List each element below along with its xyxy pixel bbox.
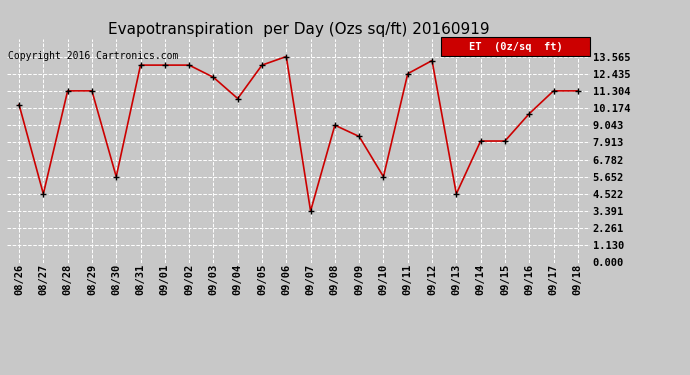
Text: Copyright 2016 Cartronics.com: Copyright 2016 Cartronics.com <box>8 51 179 61</box>
FancyBboxPatch shape <box>442 37 590 56</box>
Title: Evapotranspiration  per Day (Ozs sq/ft) 20160919: Evapotranspiration per Day (Ozs sq/ft) 2… <box>108 22 489 37</box>
Text: ET  (0z/sq  ft): ET (0z/sq ft) <box>469 42 562 52</box>
